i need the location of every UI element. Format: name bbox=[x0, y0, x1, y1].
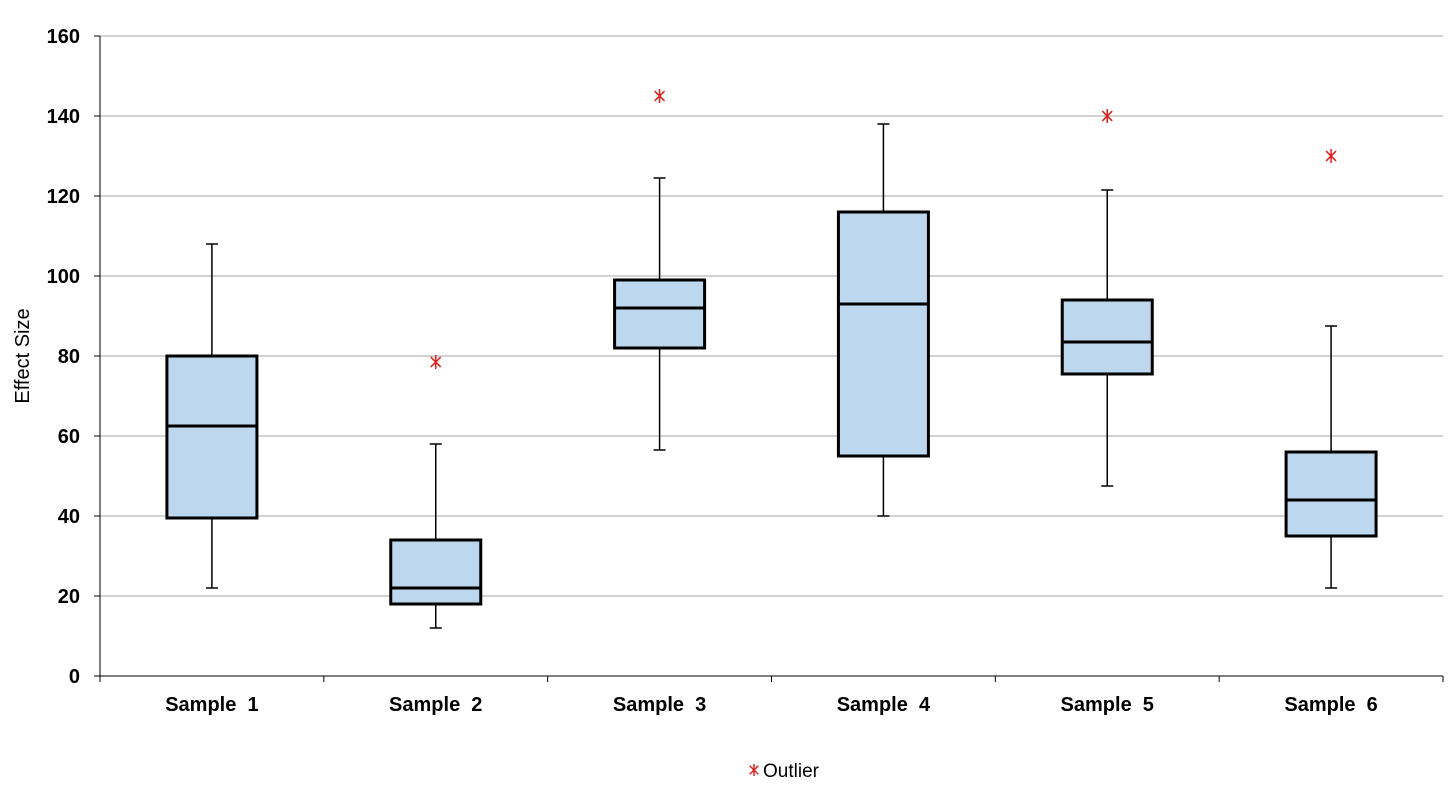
iqr-box bbox=[165, 354, 259, 520]
outlier-point bbox=[654, 89, 666, 103]
legend: Outlier bbox=[749, 761, 820, 782]
outlier-point bbox=[1101, 109, 1113, 123]
y-tick-label: 80 bbox=[58, 346, 80, 368]
x-tick-label: Sample 1 bbox=[165, 694, 258, 716]
x-tick-label: Sample 5 bbox=[1061, 694, 1154, 716]
box-sample-1 bbox=[165, 243, 259, 589]
box-sample-6 bbox=[1284, 149, 1378, 589]
box-sample-2 bbox=[389, 355, 483, 629]
x-tick-label: Sample 4 bbox=[837, 694, 931, 716]
boxes bbox=[165, 89, 1378, 629]
iqr-box bbox=[836, 210, 930, 458]
outlier-point bbox=[430, 355, 442, 369]
gridlines bbox=[100, 35, 1443, 597]
box-sample-4 bbox=[836, 123, 930, 517]
y-tick-label: 120 bbox=[47, 186, 80, 208]
x-tick-label: Sample 6 bbox=[1284, 694, 1377, 716]
axes: 0 20 40 60 80 100 120 140 160 Sample 1 Sample 2 Sam… bbox=[47, 26, 1444, 716]
y-tick-label: 20 bbox=[58, 586, 80, 608]
box-sample-5 bbox=[1060, 109, 1154, 487]
y-tick-label: 100 bbox=[47, 266, 80, 288]
y-axis-label: Effect Size bbox=[12, 308, 34, 403]
iqr-box bbox=[389, 538, 483, 606]
y-tick-label: 0 bbox=[69, 666, 80, 688]
iqr-box bbox=[613, 278, 707, 350]
outlier-point bbox=[1325, 149, 1337, 163]
y-tick-label: 160 bbox=[47, 26, 80, 48]
x-tick-label: Sample 3 bbox=[613, 694, 706, 716]
iqr-box bbox=[1284, 450, 1378, 538]
legend-label: Outlier bbox=[763, 761, 820, 782]
y-tick-label: 40 bbox=[58, 506, 80, 528]
x-tick-label: Sample 2 bbox=[389, 694, 482, 716]
iqr-box bbox=[1060, 298, 1154, 376]
y-tick-label: 60 bbox=[58, 426, 80, 448]
y-tick-label: 140 bbox=[47, 106, 80, 128]
legend-outlier-marker bbox=[749, 764, 759, 776]
box-sample-3 bbox=[613, 89, 707, 451]
legend-star bbox=[749, 764, 759, 776]
